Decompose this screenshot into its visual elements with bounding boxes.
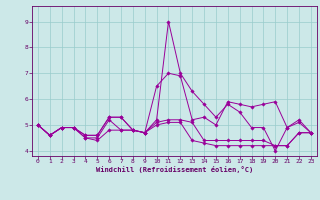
X-axis label: Windchill (Refroidissement éolien,°C): Windchill (Refroidissement éolien,°C)	[96, 166, 253, 173]
